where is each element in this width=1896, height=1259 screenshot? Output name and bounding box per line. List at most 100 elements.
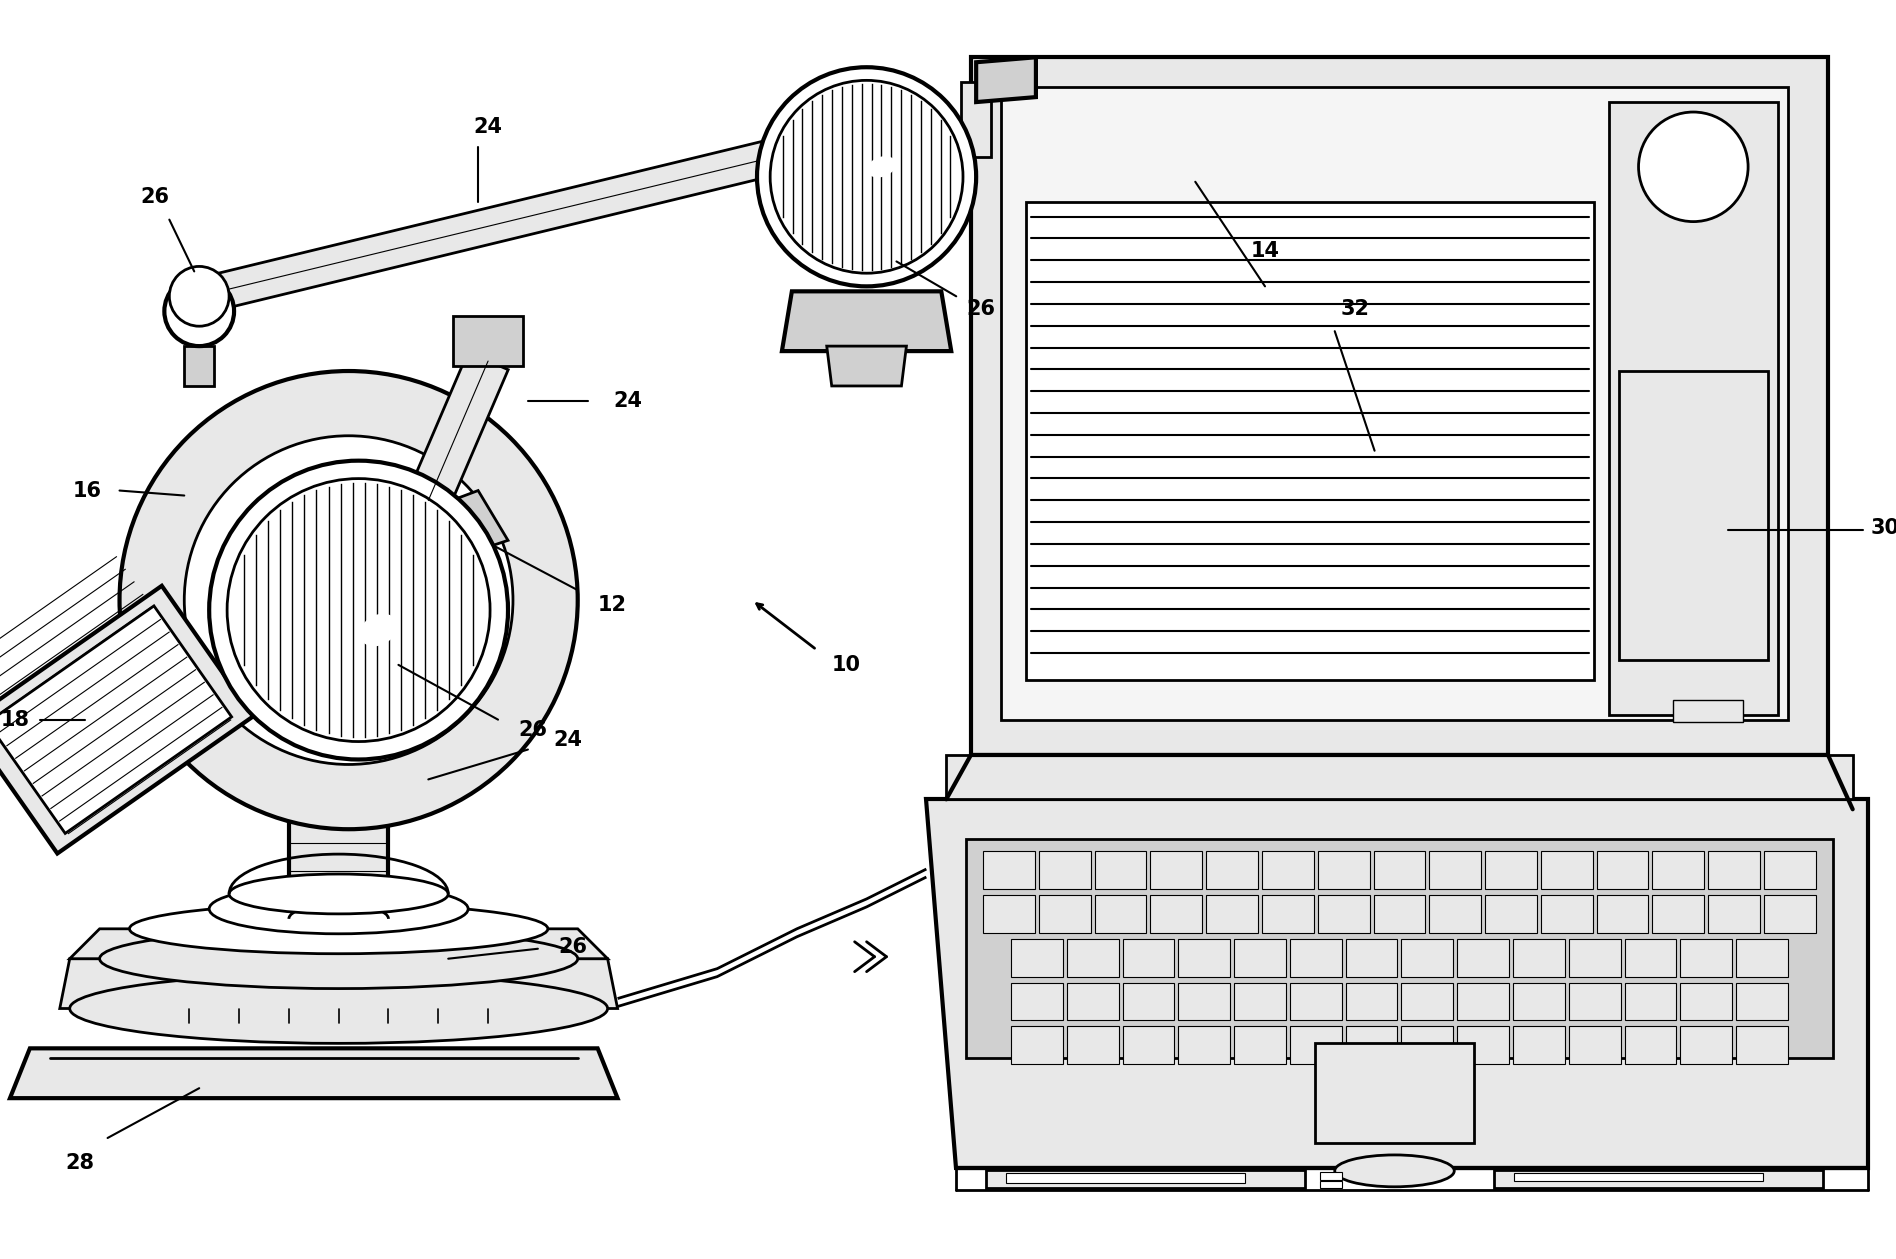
Bar — [1011, 1026, 1064, 1064]
Bar — [1625, 982, 1676, 1021]
Bar — [986, 1170, 1304, 1187]
Bar — [1206, 851, 1259, 889]
Bar — [1568, 939, 1621, 977]
Bar — [1151, 895, 1202, 933]
Bar — [1094, 851, 1147, 889]
Bar — [1122, 982, 1174, 1021]
Bar — [1067, 982, 1119, 1021]
Text: 14: 14 — [1251, 242, 1280, 262]
Polygon shape — [195, 120, 861, 313]
Bar — [1234, 982, 1285, 1021]
Text: 24: 24 — [554, 729, 582, 749]
Polygon shape — [0, 606, 231, 833]
Bar — [1541, 895, 1593, 933]
Bar — [1737, 982, 1788, 1021]
Bar — [1653, 851, 1705, 889]
Text: 18: 18 — [0, 710, 30, 730]
Bar — [1318, 851, 1369, 889]
Bar — [1513, 939, 1564, 977]
Polygon shape — [976, 57, 1035, 102]
Bar — [1067, 1026, 1119, 1064]
Bar — [1494, 1170, 1822, 1187]
Text: 26: 26 — [140, 186, 169, 206]
Bar — [1401, 1026, 1452, 1064]
Ellipse shape — [1335, 1155, 1454, 1187]
Bar — [1513, 982, 1564, 1021]
Bar — [1596, 851, 1648, 889]
Text: 30: 30 — [1871, 519, 1896, 539]
Bar — [1680, 982, 1733, 1021]
Text: 32: 32 — [1340, 300, 1369, 320]
Bar — [1039, 851, 1090, 889]
Circle shape — [228, 478, 489, 742]
Bar — [1289, 1026, 1342, 1064]
Polygon shape — [1608, 102, 1778, 715]
Bar — [1373, 895, 1426, 933]
Bar — [1067, 939, 1119, 977]
Bar — [1653, 895, 1705, 933]
Bar — [1458, 1026, 1509, 1064]
Text: 28: 28 — [64, 1153, 95, 1173]
Polygon shape — [971, 57, 1828, 754]
Bar — [1094, 895, 1147, 933]
Circle shape — [757, 67, 976, 286]
Bar — [1320, 1181, 1342, 1187]
Bar — [1289, 982, 1342, 1021]
Ellipse shape — [129, 904, 548, 954]
Bar — [1708, 895, 1759, 933]
Bar — [1680, 939, 1733, 977]
Polygon shape — [0, 585, 254, 854]
Bar — [1234, 939, 1285, 977]
Bar — [1314, 1044, 1475, 1143]
Bar — [1318, 895, 1369, 933]
Bar — [1674, 700, 1742, 721]
Bar — [1206, 895, 1259, 933]
Polygon shape — [398, 491, 508, 570]
Bar — [1515, 1173, 1763, 1181]
Polygon shape — [827, 346, 906, 387]
Bar — [1485, 851, 1538, 889]
Bar — [1320, 1172, 1342, 1180]
Bar — [1177, 1026, 1231, 1064]
Bar — [1346, 939, 1397, 977]
Bar — [1289, 939, 1342, 977]
Bar — [1680, 1026, 1733, 1064]
Circle shape — [209, 461, 508, 759]
Bar — [1177, 939, 1231, 977]
Bar — [1513, 1026, 1564, 1064]
Bar — [1122, 939, 1174, 977]
Circle shape — [165, 277, 233, 346]
Bar — [1011, 982, 1064, 1021]
Polygon shape — [288, 680, 389, 919]
Bar — [1263, 851, 1314, 889]
Bar — [1568, 1026, 1621, 1064]
Text: 26: 26 — [518, 720, 548, 739]
Text: 24: 24 — [612, 390, 643, 410]
Bar — [1737, 1026, 1788, 1064]
Circle shape — [770, 81, 963, 273]
Polygon shape — [781, 291, 952, 351]
Bar — [1541, 851, 1593, 889]
Bar — [1596, 895, 1648, 933]
Polygon shape — [408, 353, 508, 509]
Bar — [1151, 851, 1202, 889]
Text: 10: 10 — [832, 655, 861, 675]
Polygon shape — [184, 346, 214, 387]
Text: 26: 26 — [967, 300, 995, 320]
Bar — [1007, 1173, 1246, 1182]
Bar — [1346, 982, 1397, 1021]
Circle shape — [169, 267, 229, 326]
Ellipse shape — [360, 613, 398, 646]
Text: 26: 26 — [557, 937, 588, 957]
Bar — [1234, 1026, 1285, 1064]
Bar — [984, 851, 1035, 889]
Polygon shape — [946, 754, 1852, 799]
Bar — [1263, 895, 1314, 933]
Circle shape — [119, 371, 578, 830]
Bar — [1430, 895, 1481, 933]
Bar — [1619, 371, 1769, 660]
Bar — [1401, 939, 1452, 977]
Ellipse shape — [209, 884, 468, 934]
Bar — [1346, 1026, 1397, 1064]
Text: 16: 16 — [74, 481, 102, 501]
